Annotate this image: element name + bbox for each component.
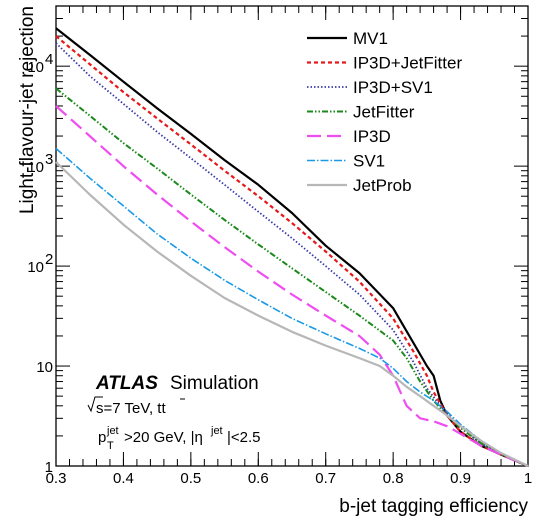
- y-tick-label: 10: [27, 259, 44, 276]
- y-tick-label: 10: [36, 359, 53, 376]
- legend-label-mv1: MV1: [353, 29, 388, 48]
- y-tick-exponent: 2: [45, 251, 53, 268]
- legend-label-jetfitter: JetFitter: [353, 103, 415, 122]
- curve-ip3d: [55, 105, 529, 468]
- x-tick-label: 0.6: [248, 470, 269, 487]
- curve-mv1: [55, 27, 529, 468]
- energy-label: s=7 TeV, tt: [87, 396, 185, 417]
- legend-label-ip3d-jetfitter: IP3D+JetFitter: [353, 54, 462, 73]
- legend: MV1 IP3D+JetFitter IP3D+SV1 JetFitter IP3D SV…: [307, 29, 462, 195]
- curve-sv1: [55, 147, 529, 467]
- simulation-label: Simulation: [170, 373, 259, 394]
- curve-jetprob: [55, 161, 529, 467]
- y-tick-label: 10: [27, 59, 44, 76]
- y-axis-title: Light-flavour-jet rejection: [17, 6, 38, 214]
- atlas-annotation: ATLAS Simulation s=7 TeV, tt p jet T >20…: [87, 373, 261, 452]
- atlas-label: ATLAS: [95, 373, 158, 394]
- cut-label: p jet T >20 GeV, |η jet |<2.5: [98, 425, 261, 452]
- y-tick-exponent: 4: [45, 51, 53, 68]
- curve-ip3d-sv1: [55, 42, 529, 467]
- svg-text:p: p: [98, 429, 106, 446]
- y-tick-label: 1: [45, 459, 53, 476]
- x-tick-label: 0.9: [450, 470, 471, 487]
- axis-ticks: [55, 5, 529, 467]
- x-axis-title: b-jet tagging efficiency: [339, 496, 528, 517]
- svg-text:jet: jet: [210, 425, 223, 437]
- svg-text:>20 GeV, |η: >20 GeV, |η: [124, 429, 203, 446]
- legend-label-jetprob: JetProb: [353, 176, 412, 195]
- x-tick-label: 1: [524, 470, 532, 487]
- x-tick-label: 0.3: [46, 470, 67, 487]
- legend-label-ip3d-sv1: IP3D+SV1: [353, 78, 433, 97]
- svg-text:jet: jet: [106, 425, 119, 437]
- x-tick-label: 0.8: [383, 470, 404, 487]
- x-tick-label: 0.4: [113, 470, 134, 487]
- y-tick-exponent: 3: [45, 151, 53, 168]
- curve-jetfitter: [55, 87, 529, 467]
- legend-label-ip3d: IP3D: [353, 127, 391, 146]
- y-tick-label: 10: [27, 159, 44, 176]
- sqrt-icon: [87, 396, 103, 413]
- svg-text:T: T: [107, 440, 114, 452]
- svg-text:|<2.5: |<2.5: [227, 429, 261, 446]
- svg-text:s=7 TeV, tt: s=7 TeV, tt: [96, 400, 166, 417]
- x-tick-label: 0.7: [315, 470, 336, 487]
- x-tick-label: 0.5: [180, 470, 201, 487]
- legend-label-sv1: SV1: [353, 152, 385, 171]
- curves: [55, 27, 529, 468]
- plot-frame: [55, 5, 529, 467]
